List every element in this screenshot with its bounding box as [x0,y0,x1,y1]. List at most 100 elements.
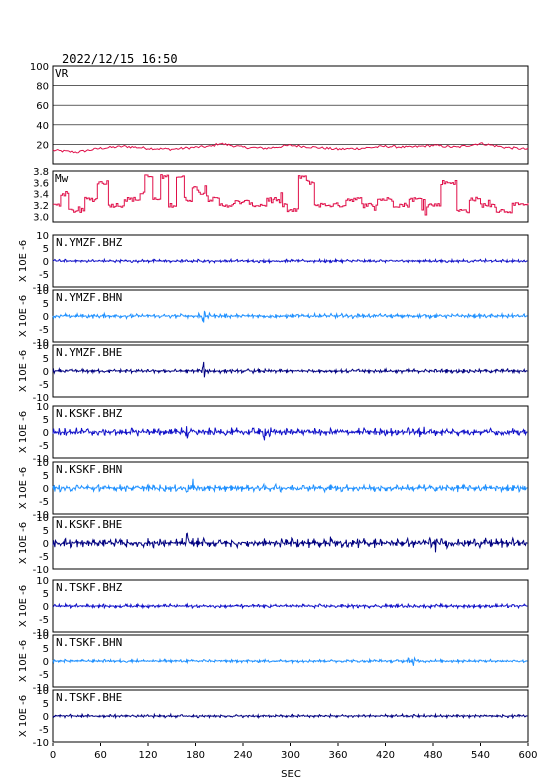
waveform-ytick-label: 10 [36,231,49,242]
waveform-ylabel: X 10E -6 [18,411,29,453]
waveform-ytick-label: 0 [43,539,49,550]
waveform-ytick-label: -5 [39,270,49,281]
waveform-ytick-label: -10 [33,393,49,404]
x-tick-label: 60 [94,750,107,761]
waveform-ytick-label: -10 [33,565,49,576]
waveform-panel: 10 5 0 -5 -10 N.TSKF.BHN X 10E -6 [18,631,529,694]
waveform-ytick-label: 5 [43,526,49,537]
waveform-ytick-label: -10 [33,283,49,294]
x-tick-label: 180 [186,750,205,761]
waveform-panel-frame [52,579,529,633]
waveform-ylabel: X 10E -6 [18,695,29,737]
mw-panel-label: Mw [55,172,69,185]
waveform-ylabel: X 10E -6 [18,295,29,337]
waveform-ylabel: X 10E -6 [18,467,29,509]
panels: 10080604020VR3.83.63.43.23.0Mw1050-5-10N… [18,62,529,749]
mw-ytick-label: 3.6 [33,178,49,189]
waveform-station-label: N.KSKF.BHZ [56,407,123,420]
waveform-station-label: N.YMZF.BHZ [56,236,123,249]
mw-ytick-label: 3.2 [33,201,49,212]
waveform-panel: 10 5 0 -5 -10 N.KSKF.BHE X 10E -6 [18,513,529,576]
waveform-station-label: N.TSKF.BHE [56,691,122,704]
waveform-ylabel: X 10E -6 [18,585,29,627]
waveform-ytick-label: 10 [36,286,49,297]
waveform-ytick-label: 10 [36,513,49,524]
waveform-ytick-label: 0 [43,312,49,323]
waveform-ytick-label: -5 [39,325,49,336]
waveform-ytick-label: 10 [36,402,49,413]
vr-panel-frame [52,65,529,165]
x-tick-label: 600 [518,750,537,761]
x-tick-label: 540 [471,750,490,761]
waveform-ytick-label: 0 [43,484,49,495]
waveform-station-label: N.TSKF.BHN [56,636,122,649]
waveform-ytick-label: -10 [33,683,49,694]
waveform-panel: 10 5 0 -5 -10 N.YMZF.BHE X 10E -6 [18,341,529,404]
waveform-ytick-label: 5 [43,699,49,710]
waveform-ytick-label: 10 [36,631,49,642]
waveform-ytick-label: 5 [43,244,49,255]
waveform-trace [52,478,528,494]
waveform-trace [52,257,528,265]
waveform-ytick-label: 5 [43,589,49,600]
waveform-ytick-label: -10 [33,454,49,465]
waveform-ytick-label: 5 [43,415,49,426]
x-axis-label: SEC [281,769,301,780]
waveform-ytick-label: 5 [43,471,49,482]
mw-ytick-label: 3.8 [33,167,49,178]
vr-ytick-label: 100 [30,62,49,73]
x-tick-label: 300 [281,750,300,761]
vr-ytick-label: 80 [36,82,49,93]
waveform-trace [52,602,528,610]
waveform-ytick-label: 10 [36,576,49,587]
mw-ytick-label: 3.4 [33,190,49,201]
vr-panel-label: VR [55,67,69,80]
waveform-ylabel: X 10E -6 [18,640,29,682]
waveform-ytick-label: 0 [43,657,49,668]
waveform-panel: 10 5 0 -5 -10 N.KSKF.BHZ X 10E -6 [18,402,529,465]
waveform-station-label: N.KSKF.BHN [56,463,122,476]
x-tick-label: 480 [423,750,442,761]
vr-ytick-label: 20 [36,140,49,151]
mw-series-line [53,174,529,216]
waveform-trace [52,532,528,553]
x-tick-label: 420 [376,750,395,761]
waveform-ylabel: X 10E -6 [18,240,29,282]
waveform-panel-frame [52,689,529,743]
waveform-ytick-label: 10 [36,458,49,469]
waveform-ytick-label: -5 [39,552,49,563]
waveform-station-label: N.TSKF.BHZ [56,581,123,594]
waveform-ytick-label: 5 [43,644,49,655]
waveform-panel: 10 5 0 -5 -10 N.TSKF.BHE X 10E -6 [18,686,529,749]
waveform-ylabel: X 10E -6 [18,350,29,392]
waveform-station-label: N.YMZF.BHE [56,346,122,359]
waveform-ytick-label: -5 [39,497,49,508]
waveform-ytick-label: 10 [36,341,49,352]
waveform-ytick-label: -5 [39,380,49,391]
waveform-ytick-label: 0 [43,602,49,613]
waveform-ytick-label: 0 [43,367,49,378]
x-tick-label: 240 [233,750,252,761]
waveform-ytick-label: -5 [39,441,49,452]
x-axis: 0 60 120 180 240 300 360 420 480 540 600 [50,743,538,761]
waveform-ytick-label: -10 [33,510,49,521]
waveform-station-label: N.YMZF.BHN [56,291,122,304]
waveform-trace [52,426,528,441]
waveform-ytick-label: -5 [39,725,49,736]
x-tick-label: 360 [328,750,347,761]
waveform-panel: 10 5 0 -5 -10 N.TSKF.BHZ X 10E -6 [18,576,529,639]
x-tick-label: 120 [138,750,157,761]
waveform-trace [52,361,528,378]
x-tick-label: 0 [50,750,56,761]
waveform-trace [52,712,528,720]
vr-ytick-label: 60 [36,101,49,112]
waveform-ylabel: X 10E -6 [18,522,29,564]
waveform-ytick-label: 5 [43,354,49,365]
waveform-panel: 10 5 0 -5 -10 N.YMZF.BHZ X 10E -6 [18,231,529,294]
waveform-ytick-label: -5 [39,615,49,626]
waveform-ytick-label: 0 [43,428,49,439]
waveform-ytick-label: 0 [43,712,49,723]
waveform-ytick-label: 0 [43,257,49,268]
waveform-station-label: N.KSKF.BHE [56,518,122,531]
